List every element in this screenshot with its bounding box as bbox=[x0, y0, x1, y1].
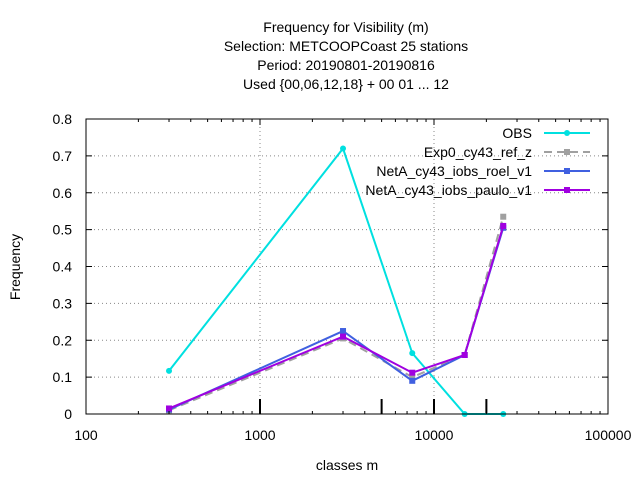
data-point bbox=[461, 352, 468, 358]
y-tick-label: 0.7 bbox=[53, 148, 73, 164]
data-point bbox=[340, 145, 347, 152]
chart-title-line: Frequency for Visibility (m) bbox=[263, 19, 428, 35]
y-tick-label: 0.1 bbox=[53, 369, 73, 385]
data-point bbox=[500, 222, 507, 229]
data-point bbox=[166, 367, 173, 374]
data-point bbox=[564, 149, 570, 155]
chart-title-line: Used {00,06,12,18} + 00 01 ... 12 bbox=[243, 76, 449, 92]
data-point bbox=[409, 374, 416, 381]
y-tick-label: 0.2 bbox=[53, 332, 73, 348]
x-axis-label: classes m bbox=[316, 457, 378, 473]
series-line bbox=[168, 225, 505, 410]
chart-title-block: Frequency for Visibility (m) Selection: M… bbox=[224, 19, 468, 92]
x-tick-label: 1000 bbox=[244, 427, 275, 443]
data-point bbox=[340, 328, 347, 335]
data-point bbox=[500, 213, 507, 220]
legend: OBS Exp0_cy43_ref_z NetA_cy43_iobs_roel_v1… bbox=[365, 125, 590, 198]
data-point bbox=[409, 377, 416, 384]
y-axis-label: Frequency bbox=[7, 234, 23, 300]
series-Exp0_cy43_ref_z bbox=[166, 213, 507, 414]
axis-ticks: 0 0.1 0.2 0.3 0.4 0.5 0.6 0.7 0.8 100 1000 10000 100… bbox=[53, 111, 632, 443]
data-point bbox=[166, 405, 173, 412]
series-NetA_cy43_iobs_paulo_v1 bbox=[166, 222, 507, 412]
grid-lines bbox=[86, 119, 608, 414]
x-tick-label: 10000 bbox=[415, 427, 454, 443]
series-line bbox=[168, 227, 505, 411]
series-NetA_cy43_iobs_roel_v1 bbox=[166, 224, 507, 413]
data-point bbox=[564, 187, 570, 193]
data-point bbox=[564, 168, 570, 174]
y-tick-label: 0.6 bbox=[53, 185, 73, 201]
data-point bbox=[409, 350, 416, 357]
data-point bbox=[564, 130, 570, 136]
data-point bbox=[409, 369, 416, 376]
legend-label: NetA_cy43_iobs_roel_v1 bbox=[376, 163, 532, 179]
legend-label: Exp0_cy43_ref_z bbox=[424, 144, 532, 160]
legend-label: NetA_cy43_iobs_paulo_v1 bbox=[365, 182, 532, 198]
chart-title-line: Selection: METCOOPCoast 25 stations bbox=[224, 38, 468, 54]
legend-label: OBS bbox=[502, 125, 532, 141]
y-tick-label: 0.3 bbox=[53, 295, 73, 311]
y-tick-label: 0.4 bbox=[53, 259, 73, 275]
data-point bbox=[340, 333, 347, 340]
y-tick-label: 0 bbox=[64, 406, 72, 422]
chart-title-line: Period: 20190801-20190816 bbox=[257, 57, 435, 73]
x-tick-label: 100 bbox=[74, 427, 98, 443]
x-tick-label: 100000 bbox=[585, 427, 632, 443]
y-tick-label: 0.5 bbox=[53, 222, 73, 238]
y-tick-label: 0.8 bbox=[53, 111, 73, 127]
series-line bbox=[168, 216, 505, 412]
